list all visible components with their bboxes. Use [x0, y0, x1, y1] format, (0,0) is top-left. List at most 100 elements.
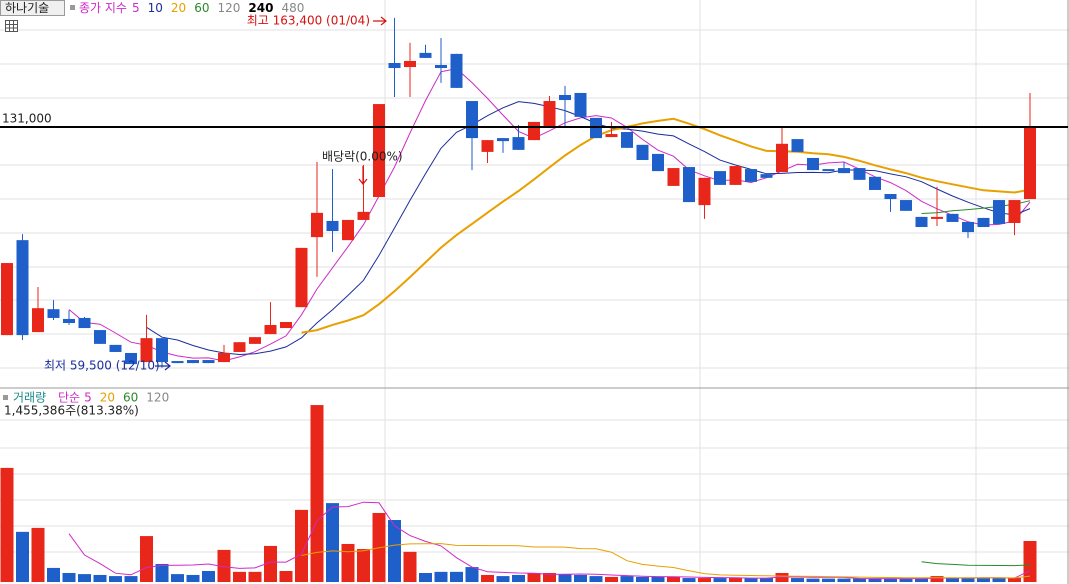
candle-body: [652, 153, 664, 172]
volume-bar: [93, 574, 107, 582]
volume-bar: [853, 578, 866, 582]
volume-bar: [527, 572, 541, 582]
volume-bar: [310, 405, 324, 582]
candle-body: [156, 338, 168, 363]
candle-body: [900, 200, 912, 211]
volume-bar: [837, 578, 851, 582]
volume-bar: [341, 543, 355, 582]
volume-bar: [248, 571, 262, 582]
volume-bar: [434, 571, 448, 582]
candle-body: [280, 321, 292, 329]
candle-body: [807, 157, 819, 171]
candle-body: [202, 360, 215, 364]
annotation-arrow: [155, 361, 171, 371]
candle-body: [295, 247, 308, 308]
volume-bar: [620, 576, 634, 582]
volume-bar: [636, 576, 649, 582]
volume-bar: [388, 520, 401, 582]
legend-item: 120: [146, 391, 169, 405]
volume-bar: [264, 545, 277, 582]
volume-bar: [713, 578, 727, 582]
volume-bar: [512, 574, 525, 582]
candle-body: [187, 360, 199, 364]
candle-body: [419, 52, 432, 58]
annotation-low: 최저 59,500 (12/10): [44, 359, 160, 373]
volume-bar: [78, 574, 91, 582]
volume-current: 1,455,386주(813.38%): [4, 404, 139, 418]
candle-body: [993, 200, 1005, 224]
legend-item: 480: [281, 1, 304, 15]
candle-body: [125, 352, 137, 365]
volume-bar: [279, 571, 293, 582]
volume-bar: [403, 551, 417, 582]
legend-item: 60: [123, 391, 138, 405]
volume-bar: [946, 578, 959, 582]
legend-item: 5: [84, 391, 92, 405]
candle-body: [16, 240, 29, 336]
legend-item: 20: [100, 391, 115, 405]
candle-body: [760, 174, 773, 178]
candle-body: [249, 337, 261, 344]
candle-body: [326, 220, 339, 232]
volume-bar: [744, 578, 758, 582]
candle-body: [497, 138, 509, 142]
volume-bar: [961, 578, 975, 582]
candle-body: [946, 213, 959, 222]
volume-bar: [202, 571, 215, 582]
candle-body: [32, 308, 44, 333]
volume-bar: [326, 503, 339, 582]
legend-item: 120: [217, 1, 240, 15]
volume-bar: [233, 571, 246, 582]
table-icon[interactable]: [5, 20, 18, 32]
volume-bar: [419, 572, 432, 582]
volume-bar: [729, 578, 742, 582]
volume-bar: [481, 574, 494, 582]
stock-title[interactable]: 하나기술: [5, 1, 49, 15]
candle-body: [915, 216, 928, 228]
candle-body: [528, 121, 540, 141]
candle-body: [590, 117, 602, 139]
volume-bar: [884, 578, 897, 582]
legend-item: 240: [248, 1, 273, 15]
candle-body: [404, 60, 416, 68]
icon-frame[interactable]: [5, 20, 18, 32]
candle-body: [853, 168, 866, 180]
candle-body: [94, 330, 106, 344]
candle-body: [466, 101, 478, 139]
candle-body: [838, 168, 850, 174]
volume-bar: [124, 576, 138, 582]
annotation-arrow: [358, 166, 368, 185]
volume-bar: [760, 578, 773, 582]
stock-button[interactable]: [0, 0, 65, 16]
candle-body: [435, 65, 447, 69]
volume-bar: [698, 578, 711, 582]
volume-bar: [496, 576, 510, 582]
volume-bar: [155, 563, 169, 582]
annotation-arrow: [373, 16, 387, 26]
legend-item: 20: [171, 1, 186, 15]
volume-title: 거래량: [13, 391, 46, 405]
plot: [0, 17, 1068, 582]
volume-bar: [574, 574, 587, 582]
legend-item: 60: [194, 1, 209, 15]
volume-bar: [930, 576, 944, 582]
candle-body: [63, 318, 75, 323]
annotation-high: 최고 163,400 (01/04): [247, 14, 370, 28]
legend-item: 10: [148, 1, 163, 15]
volume-bar: [667, 576, 680, 582]
candle-body: [869, 176, 881, 190]
candle-body: [512, 137, 525, 150]
candle-body: [745, 169, 757, 182]
volume-bar: [605, 576, 618, 582]
candle-body: [140, 338, 153, 363]
candle-body: [884, 194, 897, 200]
icon-lines[interactable]: [5, 20, 18, 32]
volume-bar: [171, 574, 184, 582]
volume-bar: [977, 578, 990, 582]
volume-bar: [868, 578, 882, 582]
volume-bar: [1008, 578, 1021, 582]
